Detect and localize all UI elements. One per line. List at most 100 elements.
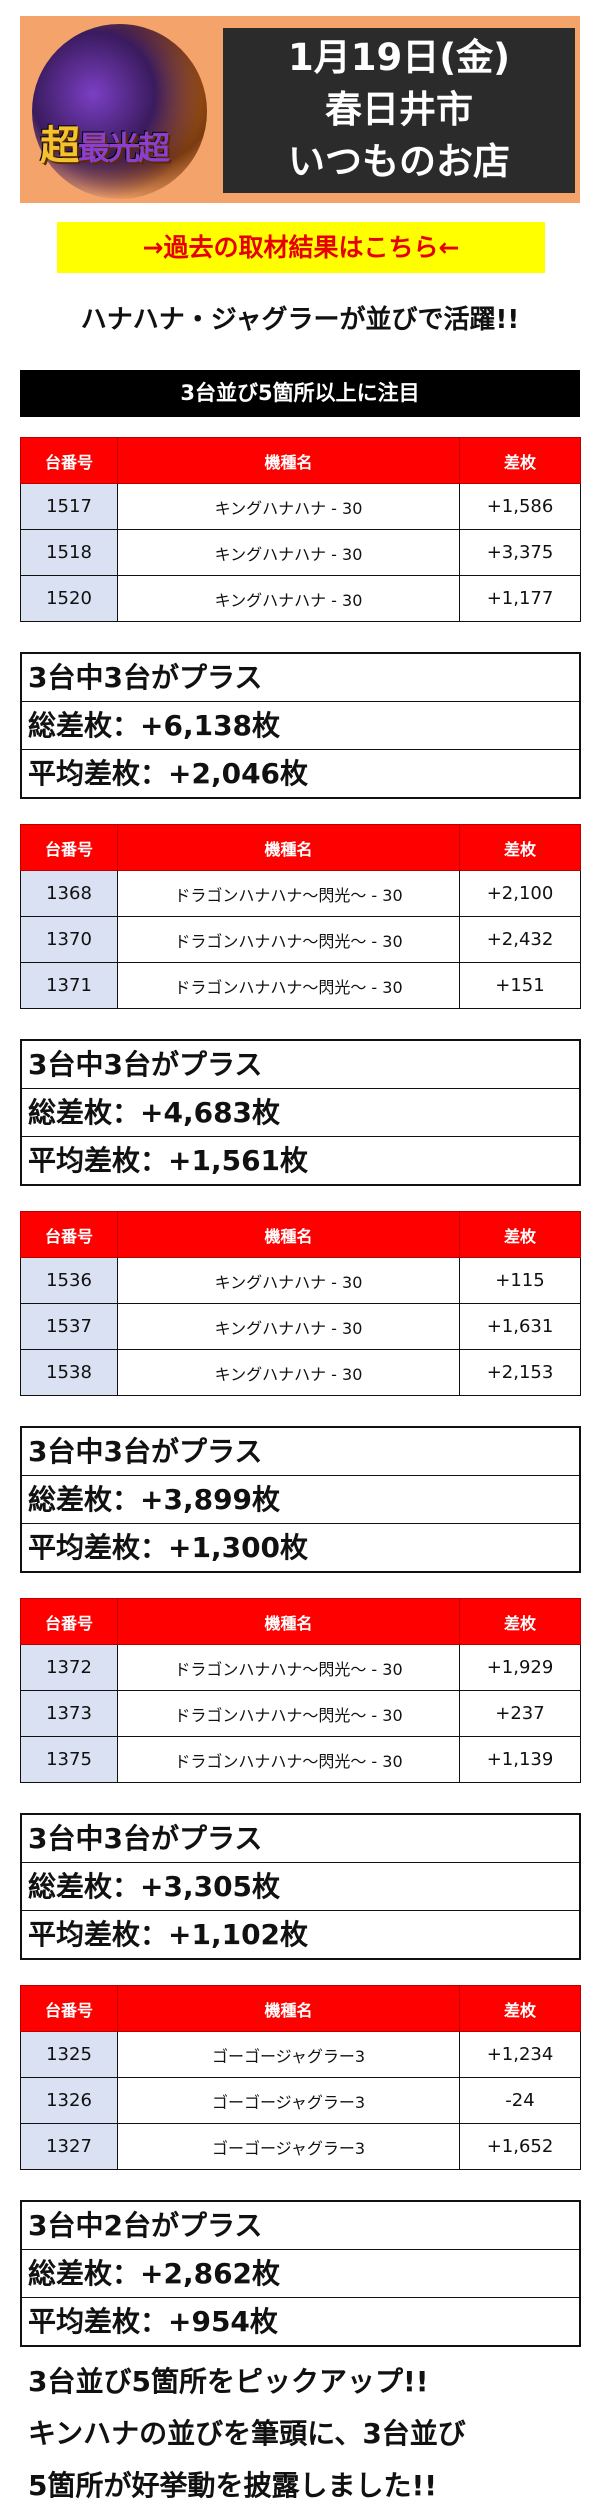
table-row: 1373 ドラゴンハナハナ〜閃光〜 - 30 +237 xyxy=(20,1690,581,1737)
event-city: 春日井市 xyxy=(325,88,473,131)
table-header-row: 台番号 機種名 差枚 xyxy=(20,824,581,871)
summary-box: 3台中3台がプラス 総差枚：+3,305枚平均差枚：+1,102枚 xyxy=(20,1813,581,1960)
machine-name-cell: ゴーゴージャグラー3 xyxy=(117,2077,460,2124)
machine-number-cell: 1536 xyxy=(20,1257,118,1304)
total-difference: 総差枚：+6,138枚 xyxy=(22,702,579,750)
difference-cell: +3,375 xyxy=(459,529,581,576)
difference-cell: +151 xyxy=(459,962,581,1009)
closing-line: 3台並び5箇所をピックアップ!! xyxy=(28,2365,429,2398)
plus-count: 3台中3台がプラス xyxy=(22,1041,579,1089)
table-row: 1536 キングハナハナ - 30 +115 xyxy=(20,1257,581,1304)
difference-cell: +1,139 xyxy=(459,1736,581,1783)
machine-name-cell: キングハナハナ - 30 xyxy=(117,483,460,530)
difference-cell: -24 xyxy=(459,2077,581,2124)
column-header: 機種名 xyxy=(117,1985,460,2032)
difference-cell: +237 xyxy=(459,1690,581,1737)
machine-number-cell: 1538 xyxy=(20,1349,118,1396)
difference-cell: +2,100 xyxy=(459,870,581,917)
table-row: 1518 キングハナハナ - 30 +3,375 xyxy=(20,529,581,576)
difference-cell: +1,929 xyxy=(459,1644,581,1691)
logo: 超最光超 xyxy=(32,24,207,199)
machine-number-cell: 1373 xyxy=(20,1690,118,1737)
machine-name-cell: ドラゴンハナハナ〜閃光〜 - 30 xyxy=(117,1644,460,1691)
difference-cell: +115 xyxy=(459,1257,581,1304)
table-row: 1517 キングハナハナ - 30 +1,586 xyxy=(20,483,581,530)
plus-count: 3台中3台がプラス xyxy=(22,654,579,702)
column-header: 台番号 xyxy=(20,824,118,871)
table-row: 1371 ドラゴンハナハナ〜閃光〜 - 30 +151 xyxy=(20,962,581,1009)
average-difference: 平均差枚：+1,102枚 xyxy=(28,1918,309,1951)
past-results-link[interactable]: →過去の取材結果はこちら← xyxy=(57,222,545,273)
average-difference: 平均差枚：+954枚 xyxy=(28,2305,278,2338)
table-header-row: 台番号 機種名 差枚 xyxy=(20,437,581,484)
machine-number-cell: 1327 xyxy=(20,2123,118,2170)
results-table: 台番号 機種名 差枚 1368 ドラゴンハナハナ〜閃光〜 - 30 +2,100 1370 ド… xyxy=(20,824,581,1009)
difference-cell: +1,234 xyxy=(459,2031,581,2078)
machine-number-cell: 1517 xyxy=(20,483,118,530)
machine-name-cell: キングハナハナ - 30 xyxy=(117,529,460,576)
table-row: 1375 ドラゴンハナハナ〜閃光〜 - 30 +1,139 xyxy=(20,1736,581,1783)
total-difference: 総差枚：+2,862枚 xyxy=(22,2250,579,2298)
machine-name-cell: キングハナハナ - 30 xyxy=(117,1303,460,1350)
machine-name-cell: キングハナハナ - 30 xyxy=(117,1349,460,1396)
column-header: 差枚 xyxy=(459,1985,581,2032)
machine-name-cell: ドラゴンハナハナ〜閃光〜 - 30 xyxy=(117,870,460,917)
summary-box: 3台中3台がプラス 総差枚：+4,683枚 平均差枚：+1,561枚 xyxy=(20,1039,581,1186)
machine-number-cell: 1326 xyxy=(20,2077,118,2124)
table-row: 1372 ドラゴンハナハナ〜閃光〜 - 30 +1,929 xyxy=(20,1644,581,1691)
column-header: 台番号 xyxy=(20,437,118,484)
column-header: 機種名 xyxy=(117,437,460,484)
machine-number-cell: 1325 xyxy=(20,2031,118,2078)
table-row: 1326 ゴーゴージャグラー3 -24 xyxy=(20,2077,581,2124)
difference-cell: +1,652 xyxy=(459,2123,581,2170)
column-header: 台番号 xyxy=(20,1985,118,2032)
machine-number-cell: 1370 xyxy=(20,916,118,963)
machine-number-cell: 1371 xyxy=(20,962,118,1009)
total-difference: 総差枚：+3,899枚 xyxy=(22,1476,579,1524)
average-difference: 平均差枚：+1,300枚 xyxy=(28,1531,309,1564)
machine-number-cell: 1520 xyxy=(20,575,118,622)
hero-banner: 超最光超 1月19日(金) 春日井市 いつものお店 xyxy=(20,16,580,203)
event-info-box: 1月19日(金) 春日井市 いつものお店 xyxy=(223,28,575,193)
machine-number-cell: 1368 xyxy=(20,870,118,917)
column-header: 差枚 xyxy=(459,1211,581,1258)
table-row: 1370 ドラゴンハナハナ〜閃光〜 - 30 +2,432 xyxy=(20,916,581,963)
column-header: 台番号 xyxy=(20,1598,118,1645)
table-header-row: 台番号 機種名 差枚 xyxy=(20,1598,581,1645)
difference-cell: +2,432 xyxy=(459,916,581,963)
machine-name-cell: ゴーゴージャグラー3 xyxy=(117,2123,460,2170)
machine-number-cell: 1518 xyxy=(20,529,118,576)
machine-number-cell: 1375 xyxy=(20,1736,118,1783)
table-header-row: 台番号 機種名 差枚 xyxy=(20,1985,581,2032)
results-table: 台番号 機種名 差枚 1325 ゴーゴージャグラー3 +1,234 1326 ゴーゴージャグラ… xyxy=(20,1985,581,2170)
difference-cell: +2,153 xyxy=(459,1349,581,1396)
plus-count: 3台中3台がプラス xyxy=(22,1815,579,1863)
plus-count: 3台中3台がプラス xyxy=(22,1428,579,1476)
results-table: 台番号 機種名 差枚 1517 キングハナハナ - 30 +1,586 1518 キングハナハ… xyxy=(20,437,581,622)
column-header: 台番号 xyxy=(20,1211,118,1258)
machine-name-cell: ドラゴンハナハナ〜閃光〜 - 30 xyxy=(117,1736,460,1783)
table-row: 1325 ゴーゴージャグラー3 +1,234 xyxy=(20,2031,581,2078)
closing-line: 5箇所が好挙動を披露しました!! xyxy=(28,2469,438,2502)
machine-number-cell: 1537 xyxy=(20,1303,118,1350)
section-bar: 3台並び5箇所以上に注目 xyxy=(20,370,580,417)
summary-box: 3台中3台がプラス 総差枚：+6,138枚平均差枚：+2,046枚 xyxy=(20,652,581,799)
column-header: 差枚 xyxy=(459,824,581,871)
column-header: 差枚 xyxy=(459,1598,581,1645)
event-date: 1月19日(金) xyxy=(287,36,511,79)
average-difference: 平均差枚：+2,046枚 xyxy=(28,757,309,790)
table-row: 1538 キングハナハナ - 30 +2,153 xyxy=(20,1349,581,1396)
machine-number-cell: 1372 xyxy=(20,1644,118,1691)
machine-name-cell: ドラゴンハナハナ〜閃光〜 - 30 xyxy=(117,962,460,1009)
difference-cell: +1,586 xyxy=(459,483,581,530)
total-difference: 総差枚：+3,305枚 xyxy=(22,1863,579,1911)
machine-name-cell: ゴーゴージャグラー3 xyxy=(117,2031,460,2078)
table-row: 1520 キングハナハナ - 30 +1,177 xyxy=(20,575,581,622)
table-row: 1327 ゴーゴージャグラー3 +1,652 xyxy=(20,2123,581,2170)
results-table: 台番号 機種名 差枚 1536 キングハナハナ - 30 +115 1537 キングハナハナ … xyxy=(20,1211,581,1396)
column-header: 差枚 xyxy=(459,437,581,484)
column-header: 機種名 xyxy=(117,1598,460,1645)
table-header-row: 台番号 機種名 差枚 xyxy=(20,1211,581,1258)
table-row: 1537 キングハナハナ - 30 +1,631 xyxy=(20,1303,581,1350)
results-table: 台番号 機種名 差枚 1372 ドラゴンハナハナ〜閃光〜 - 30 +1,929 1373 ド… xyxy=(20,1598,581,1783)
